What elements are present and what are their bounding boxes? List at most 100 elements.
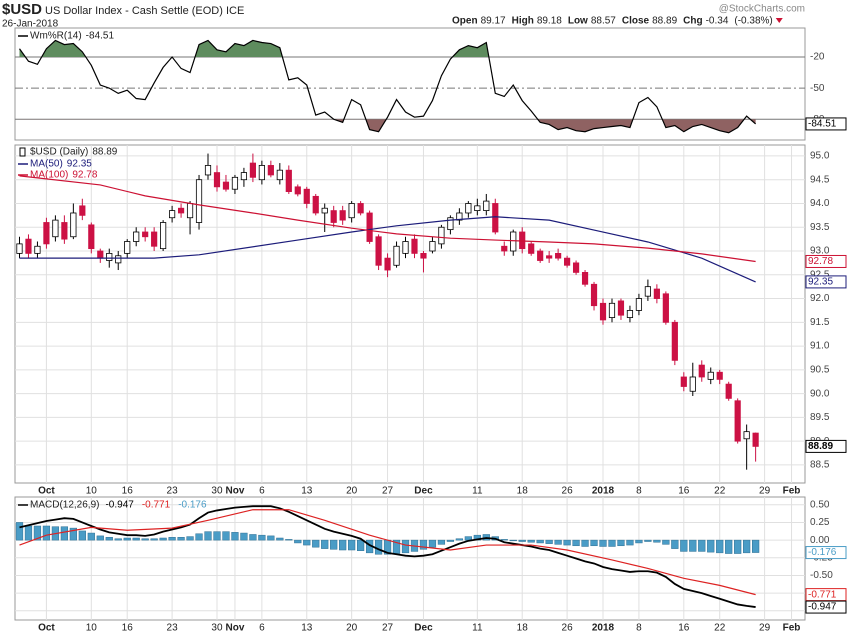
candle-body [617, 300, 625, 316]
candle-body [61, 222, 68, 240]
candle-body [698, 364, 705, 378]
candle-body [186, 203, 194, 219]
y-tick-label: 93.5 [810, 222, 830, 233]
candle-body [725, 383, 732, 399]
value-tag-box [805, 254, 847, 268]
candle-body [357, 203, 364, 214]
panel-frame [14, 496, 806, 621]
candle-body [626, 310, 634, 318]
candle-body [106, 252, 113, 261]
quote-label: Open [452, 16, 478, 27]
histogram-bar [231, 532, 239, 541]
x-tick-label: Dec [414, 486, 433, 497]
x-tick-label: 10 [86, 623, 98, 633]
candle-body [339, 210, 346, 221]
candle-body [510, 231, 517, 252]
y-tick-label: 93.0 [810, 246, 830, 257]
panel: Oct 10 16 23 30 Nov 6 13 20 27 Dec 11 18 26 2018 8 16 22 2… [14, 496, 847, 633]
x-tick-label: 22 [714, 486, 726, 497]
histogram-bar [69, 527, 77, 541]
x-tick-label: 8 [636, 486, 642, 497]
histogram-bar [599, 539, 607, 547]
histogram-bar [428, 539, 437, 548]
plot-area [15, 505, 760, 608]
candle-body [555, 252, 562, 259]
x-tick-label: 6 [259, 486, 265, 497]
histogram-bar [276, 537, 284, 541]
x-tick-label: 11 [472, 486, 483, 497]
candle-body [644, 286, 651, 297]
quote-value: -0.34 [706, 16, 729, 27]
candle-body [348, 203, 355, 219]
x-tick-label: 6 [259, 623, 265, 633]
quote-value: 89.17 [481, 16, 506, 27]
histogram-bar [312, 539, 320, 548]
x-tick-label: 2018 [592, 623, 615, 633]
y-tick-label: -0.50 [810, 570, 833, 581]
histogram-bar [195, 533, 203, 541]
candle-body [312, 195, 319, 214]
candle-body [528, 243, 535, 254]
candle-body [366, 212, 373, 242]
candle-body [70, 212, 77, 238]
legend-value: -84.51 [86, 31, 115, 42]
x-tick-label: 20 [346, 486, 358, 497]
y-tick-label: 88.5 [810, 460, 830, 471]
histogram-bar [734, 539, 742, 554]
histogram-bar [635, 539, 643, 544]
candle-body [420, 252, 427, 259]
macd-line [19, 505, 756, 608]
quote-value: 88.57 [591, 16, 616, 27]
x-tick-label: 13 [301, 623, 313, 633]
histogram-bar [15, 522, 24, 541]
candle-body [133, 231, 140, 242]
overbought-fill [19, 40, 756, 58]
candle-body [249, 162, 256, 178]
candle-body [142, 231, 149, 238]
histogram-bar [177, 537, 185, 541]
x-tick-label: 30 [211, 623, 223, 633]
y-tick-label: -50 [810, 83, 825, 94]
y-tick-label: 90.5 [810, 364, 830, 375]
x-tick-label: 16 [678, 486, 690, 497]
x-tick-label: Oct [38, 623, 55, 633]
histogram-bar [24, 525, 33, 541]
moving-average-line [19, 175, 756, 263]
histogram-bar [249, 534, 257, 541]
histogram-bar [455, 538, 463, 541]
histogram-bar [716, 539, 724, 554]
x-tick-label: 10 [86, 486, 98, 497]
histogram-bar [348, 539, 356, 551]
candle-body [734, 400, 741, 442]
panel-frame [14, 144, 806, 484]
candle-body [115, 255, 122, 264]
candle-body [608, 302, 616, 318]
candle-body [88, 224, 95, 250]
x-tick-label: 18 [517, 486, 529, 497]
quote-label: Close [622, 16, 650, 27]
value-tag-box [805, 439, 847, 453]
x-tick-label: 27 [382, 623, 394, 633]
y-tick-label: 95.0 [810, 151, 830, 162]
legend-value: 92.35 [67, 159, 92, 170]
plot-area [19, 39, 757, 134]
candle-body [429, 241, 436, 252]
x-tick-label: Nov [225, 486, 244, 497]
y-tick-label: 94.0 [810, 198, 830, 209]
x-tick-label: 16 [122, 486, 134, 497]
legend-name: $USD (Daily) [30, 147, 88, 158]
x-tick-label: 27 [382, 486, 394, 497]
candle-body [240, 172, 248, 181]
legend-candle-icon [19, 147, 26, 157]
value-tag: 88.89 [808, 441, 833, 452]
x-tick-label: 20 [346, 623, 358, 633]
x-tick-label: 13 [301, 486, 313, 497]
candle-body [204, 165, 212, 176]
candle-body [537, 250, 544, 261]
candle-body [213, 172, 221, 188]
candle-body [169, 210, 176, 219]
histogram-bar [725, 539, 733, 554]
y-tick-label: 0.00 [810, 535, 830, 546]
x-tick-label: 26 [562, 486, 574, 497]
x-tick-label: 29 [759, 486, 771, 497]
